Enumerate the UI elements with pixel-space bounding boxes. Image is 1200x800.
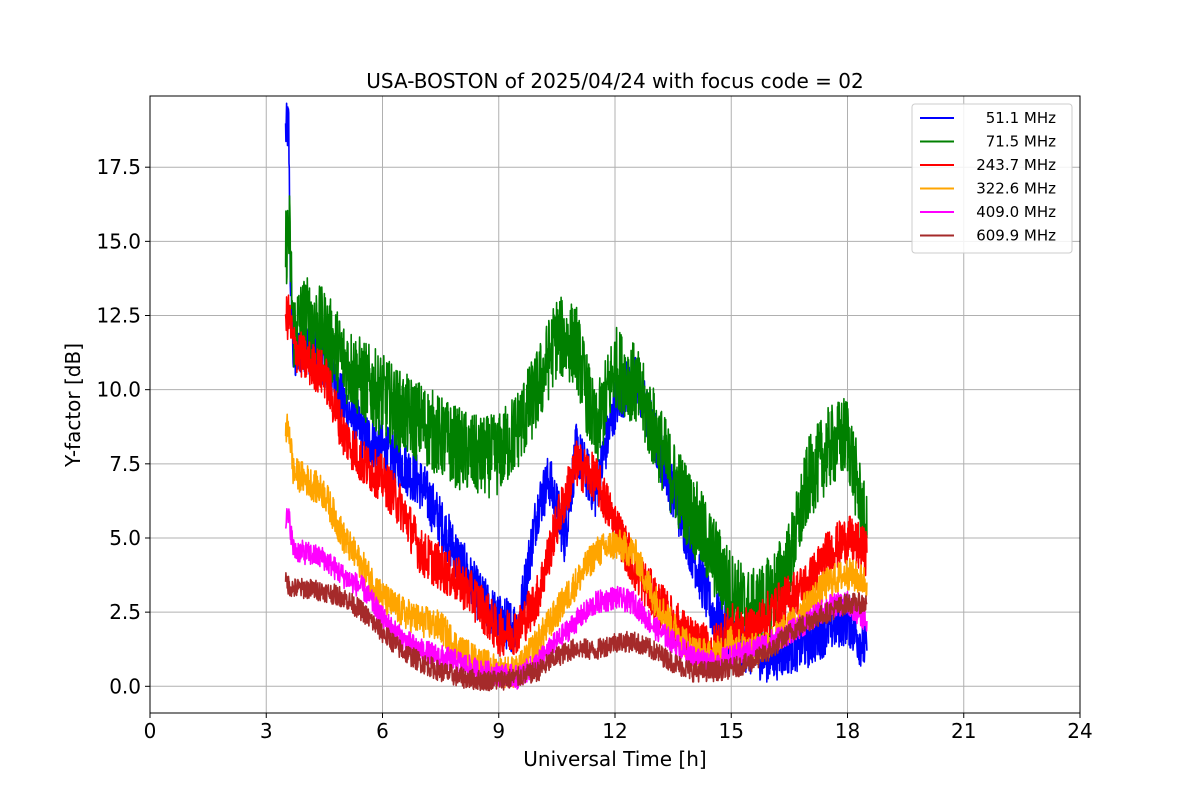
- series-line-1: [284, 195, 868, 648]
- legend-label: 243.7 MHz: [976, 156, 1056, 174]
- y-tick-label: 15.0: [96, 229, 141, 253]
- legend-label: 609.9 MHz: [976, 227, 1056, 245]
- y-tick-label: 12.5: [96, 304, 141, 328]
- y-tick-label: 7.5: [109, 452, 141, 476]
- series-line-5: [284, 571, 868, 692]
- series-line-2: [284, 294, 868, 672]
- legend-label: 51.1 MHz: [986, 109, 1056, 127]
- legend-label: 71.5 MHz: [986, 133, 1056, 151]
- x-tick-label: 21: [951, 719, 976, 743]
- y-axis: 0.0 2.5 5.0 7.5 10.0 12.5 15.0 17.5: [96, 155, 150, 698]
- y-tick-label: 17.5: [96, 155, 141, 179]
- legend: 51.1 MHz 71.5 MHz 243.7 MHz 322.6 MHz 409.0 …: [911, 103, 1073, 254]
- y-tick-label: 2.5: [109, 600, 141, 624]
- x-tick-label: 15: [719, 719, 744, 743]
- x-tick-label: 3: [260, 719, 273, 743]
- y-tick-label: 0.0: [109, 674, 141, 698]
- x-tick-label: 18: [835, 719, 860, 743]
- x-tick-label: 0: [144, 719, 157, 743]
- x-tick-label: 24: [1067, 719, 1092, 743]
- y-tick-label: 10.0: [96, 378, 141, 402]
- legend-label: 322.6 MHz: [976, 180, 1056, 198]
- x-axis: 0 3 6 9 12 15 18 21 24: [144, 713, 1093, 743]
- y-tick-label: 5.0: [109, 526, 141, 550]
- y-axis-label: Y-factor [dB]: [61, 343, 85, 468]
- legend-label: 409.0 MHz: [976, 203, 1056, 221]
- chart-title: USA-BOSTON of 2025/04/24 with focus code…: [366, 69, 863, 93]
- x-axis-label: Universal Time [h]: [523, 747, 706, 771]
- series-lines: [284, 102, 868, 692]
- x-tick-label: 12: [602, 719, 627, 743]
- x-tick-label: 9: [492, 719, 505, 743]
- x-tick-label: 6: [376, 719, 389, 743]
